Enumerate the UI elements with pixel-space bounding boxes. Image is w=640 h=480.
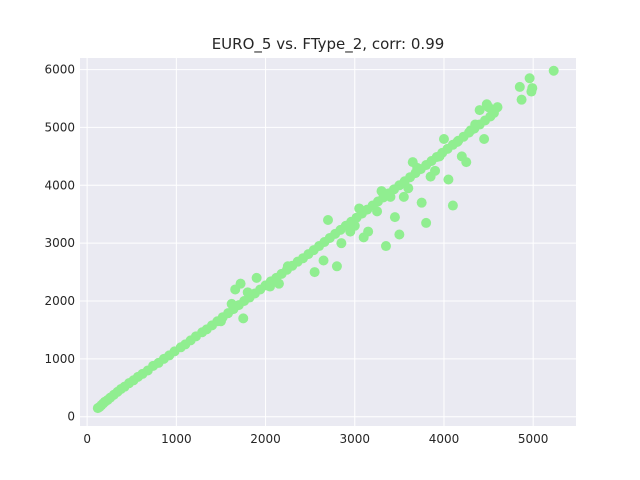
scatter-point — [323, 215, 333, 225]
chart-title: EURO_5 vs. FType_2, corr: 0.99 — [212, 35, 445, 54]
scatter-point — [377, 186, 387, 196]
scatter-point — [385, 192, 395, 202]
scatter-point — [466, 125, 476, 135]
x-tick-label: 4000 — [429, 432, 460, 446]
scatter-point — [319, 256, 329, 266]
scatter-point — [452, 137, 462, 147]
scatter-point — [390, 212, 400, 222]
scatter-point — [381, 241, 391, 251]
scatter-point — [527, 83, 537, 93]
scatter-point — [457, 151, 467, 161]
scatter-point — [359, 232, 369, 242]
y-tick-label: 1000 — [44, 352, 75, 366]
scatter-point — [421, 218, 431, 228]
scatter-point — [435, 151, 445, 161]
scatter-point — [227, 299, 237, 309]
scatter-point — [236, 279, 246, 289]
x-tick-label: 5000 — [518, 432, 549, 446]
scatter-point — [417, 198, 427, 208]
scatter-point — [403, 183, 413, 193]
scatter-point — [408, 157, 418, 167]
scatter-point — [274, 279, 284, 289]
scatter-point — [492, 102, 502, 112]
scatter-point — [549, 66, 559, 76]
y-tick-label: 4000 — [44, 178, 75, 192]
scatter-point — [399, 192, 409, 202]
scatter-point — [525, 73, 535, 83]
scatter-point — [216, 316, 226, 326]
x-tick-label: 2000 — [250, 432, 281, 446]
y-tick-label: 2000 — [44, 294, 75, 308]
scatter-point — [443, 175, 453, 185]
scatter-point — [479, 134, 489, 144]
y-tick-label: 6000 — [44, 63, 75, 77]
scatter-point — [310, 267, 320, 277]
scatter-point — [517, 95, 527, 105]
x-tick-label: 3000 — [339, 432, 370, 446]
x-tick-label: 0 — [83, 432, 91, 446]
scatter-point — [283, 261, 293, 271]
x-tick-label: 1000 — [161, 432, 192, 446]
scatter-point — [372, 206, 382, 216]
scatter-point — [345, 227, 355, 237]
scatter-point — [448, 201, 458, 211]
y-tick-label: 5000 — [44, 120, 75, 134]
y-tick-label: 3000 — [44, 236, 75, 250]
scatter-point — [439, 134, 449, 144]
scatter-point — [515, 82, 525, 92]
scatter-point — [482, 99, 492, 109]
scatter-point — [252, 273, 262, 283]
scatter-point — [394, 229, 404, 239]
scatter-point — [430, 166, 440, 176]
scatter-point — [243, 287, 253, 297]
y-tick-label: 0 — [67, 410, 75, 424]
scatter-point — [336, 238, 346, 248]
scatter-point — [238, 313, 248, 323]
scatter-point — [332, 261, 342, 271]
scatter-point — [265, 282, 275, 292]
scatter-point — [354, 203, 364, 213]
